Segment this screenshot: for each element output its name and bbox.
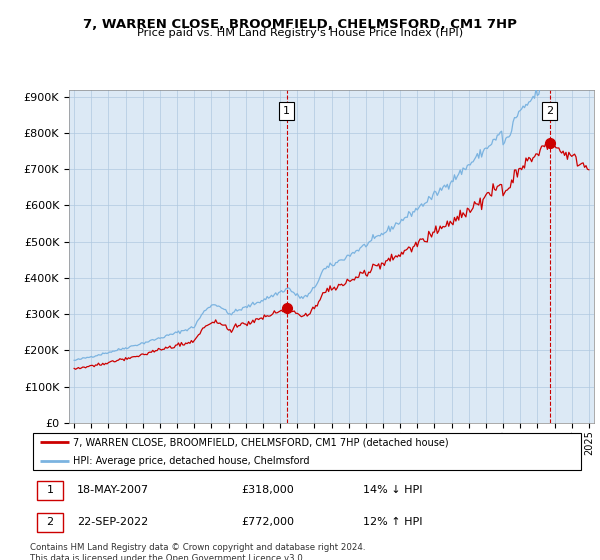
Text: 2: 2 (546, 106, 553, 116)
FancyBboxPatch shape (37, 513, 64, 532)
Text: 2: 2 (46, 517, 53, 528)
Text: HPI: Average price, detached house, Chelmsford: HPI: Average price, detached house, Chel… (73, 456, 310, 466)
Text: £318,000: £318,000 (241, 485, 293, 495)
Text: 22-SEP-2022: 22-SEP-2022 (77, 517, 148, 528)
FancyBboxPatch shape (37, 480, 64, 500)
Text: 18-MAY-2007: 18-MAY-2007 (77, 485, 149, 495)
Text: 14% ↓ HPI: 14% ↓ HPI (363, 485, 422, 495)
Text: £772,000: £772,000 (241, 517, 294, 528)
Text: 7, WARREN CLOSE, BROOMFIELD, CHELMSFORD, CM1 7HP (detached house): 7, WARREN CLOSE, BROOMFIELD, CHELMSFORD,… (73, 437, 449, 447)
Text: 7, WARREN CLOSE, BROOMFIELD, CHELMSFORD, CM1 7HP: 7, WARREN CLOSE, BROOMFIELD, CHELMSFORD,… (83, 18, 517, 31)
Text: Price paid vs. HM Land Registry's House Price Index (HPI): Price paid vs. HM Land Registry's House … (137, 28, 463, 38)
Text: 1: 1 (283, 106, 290, 116)
Text: 1: 1 (46, 485, 53, 495)
FancyBboxPatch shape (33, 433, 581, 469)
Text: 12% ↑ HPI: 12% ↑ HPI (363, 517, 422, 528)
Text: Contains HM Land Registry data © Crown copyright and database right 2024.
This d: Contains HM Land Registry data © Crown c… (30, 543, 365, 560)
